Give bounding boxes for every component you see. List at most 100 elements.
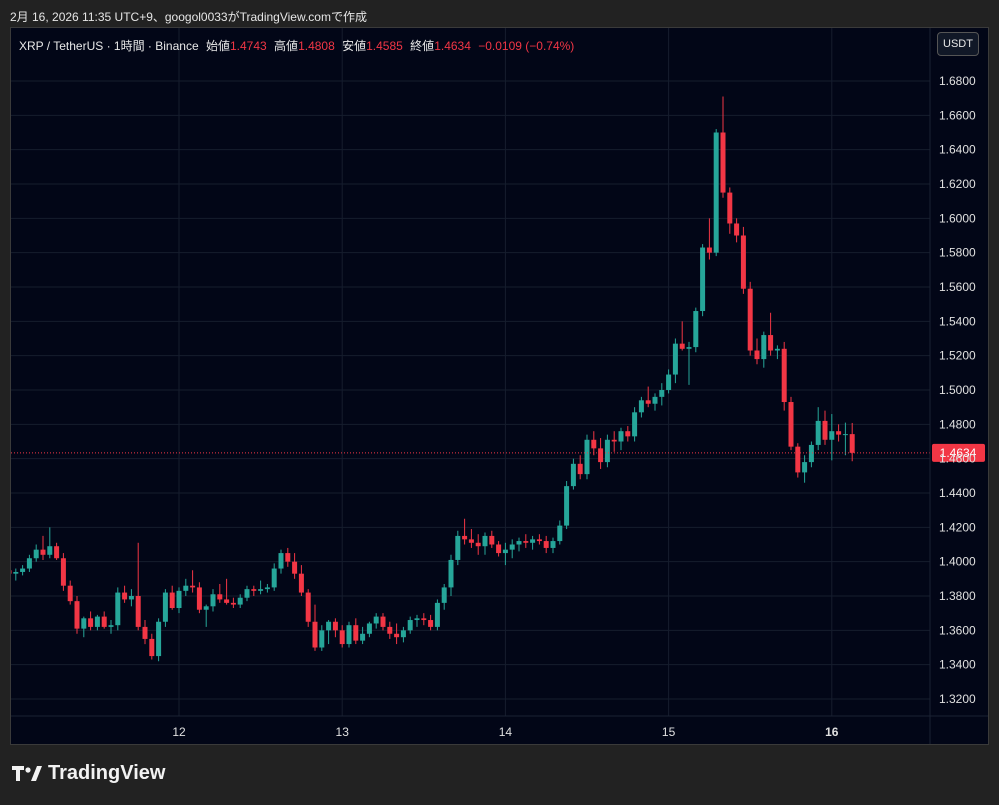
candle[interactable]: [353, 618, 359, 645]
candle[interactable]: [373, 613, 379, 629]
candle[interactable]: [455, 530, 461, 566]
candle[interactable]: [808, 441, 814, 468]
candle[interactable]: [101, 611, 107, 629]
candle[interactable]: [611, 431, 617, 452]
candle[interactable]: [713, 129, 719, 257]
candle[interactable]: [176, 587, 182, 614]
candle[interactable]: [149, 633, 155, 660]
candle[interactable]: [638, 396, 644, 418]
candle[interactable]: [319, 625, 325, 651]
candle[interactable]: [577, 455, 583, 480]
candle[interactable]: [720, 96, 726, 198]
candle[interactable]: [428, 614, 434, 631]
candle[interactable]: [448, 554, 454, 596]
candle[interactable]: [326, 620, 332, 645]
candle[interactable]: [625, 426, 631, 442]
candle[interactable]: [672, 338, 678, 384]
candle[interactable]: [754, 338, 760, 365]
candle[interactable]: [94, 614, 100, 631]
candle[interactable]: [693, 307, 699, 353]
candle[interactable]: [509, 539, 515, 559]
candle[interactable]: [13, 568, 19, 581]
candle[interactable]: [108, 620, 114, 634]
candle[interactable]: [849, 422, 855, 462]
candle[interactable]: [591, 431, 597, 456]
candle[interactable]: [706, 218, 712, 260]
price-chart[interactable]: 1.4634 1.3200 1.3400 1.3600 1.3800 1.4000 1.4…: [11, 28, 988, 744]
candle[interactable]: [332, 618, 338, 638]
candle[interactable]: [298, 565, 304, 596]
candle[interactable]: [40, 535, 46, 560]
candle[interactable]: [530, 535, 536, 550]
candle[interactable]: [33, 544, 39, 562]
candle[interactable]: [210, 589, 216, 612]
candle[interactable]: [244, 585, 250, 602]
candle[interactable]: [475, 534, 481, 555]
candle[interactable]: [802, 455, 808, 483]
candle[interactable]: [169, 585, 175, 610]
candle[interactable]: [292, 553, 298, 579]
candle[interactable]: [489, 530, 495, 548]
candle[interactable]: [468, 529, 474, 548]
candle[interactable]: [237, 594, 243, 609]
candle[interactable]: [829, 414, 835, 461]
candle[interactable]: [666, 369, 672, 394]
candle[interactable]: [346, 621, 352, 648]
candle[interactable]: [366, 621, 372, 638]
candle[interactable]: [20, 565, 26, 576]
candle[interactable]: [305, 589, 311, 627]
candle[interactable]: [842, 422, 848, 456]
candle[interactable]: [652, 393, 658, 411]
candle[interactable]: [421, 613, 427, 626]
candle[interactable]: [11, 565, 12, 579]
candle[interactable]: [183, 578, 189, 596]
candle[interactable]: [557, 520, 563, 545]
candle[interactable]: [81, 616, 87, 638]
candle[interactable]: [67, 580, 73, 605]
candle[interactable]: [618, 427, 624, 451]
candle[interactable]: [434, 599, 440, 631]
candle[interactable]: [251, 585, 257, 596]
candle[interactable]: [516, 537, 522, 552]
candle[interactable]: [203, 604, 209, 627]
candle[interactable]: [230, 597, 236, 609]
candle[interactable]: [768, 312, 774, 356]
candle[interactable]: [822, 410, 828, 445]
candle[interactable]: [788, 396, 794, 451]
candle[interactable]: [196, 582, 202, 614]
candle[interactable]: [659, 383, 665, 406]
candle[interactable]: [632, 407, 638, 442]
symbol-title[interactable]: XRP / TetherUS · 1時間 · Binance: [19, 39, 199, 53]
candle[interactable]: [570, 458, 576, 490]
candle[interactable]: [502, 542, 508, 566]
candle[interactable]: [604, 434, 610, 468]
candle[interactable]: [523, 534, 529, 548]
candle[interactable]: [162, 589, 168, 627]
candle[interactable]: [339, 625, 345, 648]
candle[interactable]: [414, 614, 420, 627]
candle[interactable]: [278, 549, 284, 574]
candle[interactable]: [462, 518, 468, 545]
tradingview-logo[interactable]: TradingView: [12, 762, 165, 785]
candle[interactable]: [584, 434, 590, 480]
candle[interactable]: [271, 563, 277, 591]
candle[interactable]: [394, 623, 400, 645]
chart-panel[interactable]: 1.4634 1.3200 1.3400 1.3600 1.3800 1.4000 1.4…: [10, 27, 989, 745]
candle[interactable]: [387, 621, 393, 639]
candle[interactable]: [564, 480, 570, 530]
candle[interactable]: [135, 542, 141, 631]
candle[interactable]: [285, 547, 291, 567]
candle[interactable]: [700, 244, 706, 317]
candle[interactable]: [74, 596, 80, 634]
candle[interactable]: [550, 537, 556, 554]
candle[interactable]: [217, 583, 223, 603]
candle[interactable]: [836, 424, 842, 442]
candle[interactable]: [360, 626, 366, 645]
candle[interactable]: [88, 611, 94, 631]
candle[interactable]: [727, 187, 733, 234]
candle[interactable]: [224, 578, 230, 605]
candle[interactable]: [795, 443, 801, 478]
candle[interactable]: [441, 583, 447, 610]
candle[interactable]: [54, 542, 60, 560]
candle[interactable]: [482, 532, 488, 555]
